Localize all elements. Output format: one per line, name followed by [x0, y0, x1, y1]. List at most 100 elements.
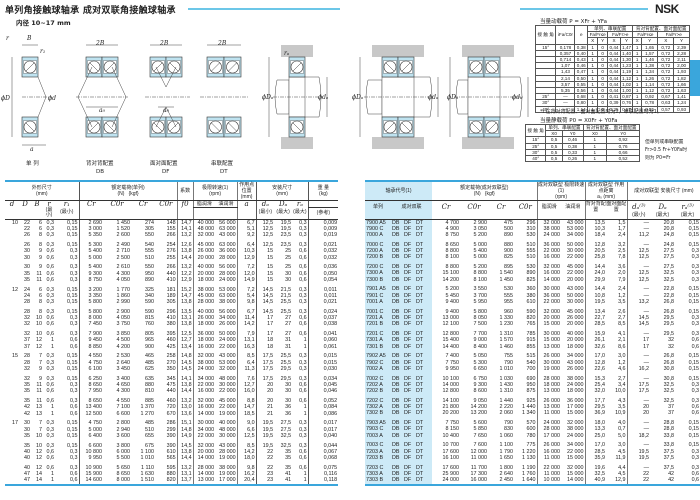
cell-d: 10	[12, 219, 18, 226]
cell-r: 0,6	[46, 315, 55, 322]
label-r: r	[6, 35, 10, 42]
cell-cr: 9 450	[78, 337, 104, 344]
cell-Da: 32,5	[663, 381, 675, 388]
static-load-formula: 当量静载荷 P0 = X0Fr + Y0Fa	[540, 118, 618, 124]
cell-oil-speed: 18 000	[567, 343, 584, 350]
cell-cr: 5 400	[78, 248, 104, 255]
cell-f0: 13,8	[176, 321, 194, 328]
cell-cr-kgf: 340	[145, 292, 155, 299]
cell-weight: 0,084	[307, 404, 339, 411]
cell-B: 10	[36, 331, 42, 338]
cell-ratio: 5,35	[555, 87, 576, 95]
table-row: 40 12 0,6 0,3 9 950 5 500 1 010 565 14,4 14 000 19…	[5, 455, 339, 462]
table-row: 7302 B DB DF DT 20 200 13 200 2 060 1 340 11 000…	[365, 410, 700, 417]
cell-cr-kgf: 1 100	[140, 448, 155, 455]
cell-Da: 22,8	[663, 286, 675, 293]
cell-cr: 7 750	[445, 420, 460, 427]
cell-f0: 14,4	[176, 455, 194, 462]
table-row: 32 9 0,3 0,15 6 100 3 450 625 350 14,5 24 000 32 0…	[5, 365, 339, 373]
cell-cr-kgf: 1 650	[499, 455, 514, 461]
cell-da: 14,5	[626, 321, 651, 328]
table-row: 28 8 0,3 0,15 5 800 2 990 590 305 13,8 28 000 38 0…	[5, 299, 339, 306]
cell-oil-speed: 22 000	[567, 448, 584, 455]
cell-r: 0,6	[46, 331, 55, 338]
cell-y: 0	[597, 49, 609, 58]
cell-d	[5, 477, 19, 486]
cell-cr-kgf: 1 270	[140, 410, 155, 417]
cell-r1: 0,3	[70, 321, 78, 328]
cell-r1: 0,15	[67, 426, 78, 433]
th-c0r: C0r	[467, 203, 481, 211]
cell-B: 6	[39, 286, 42, 293]
cell-c0r: 2 710	[116, 248, 131, 255]
cell-Da: 25,5	[280, 308, 292, 315]
cell-y0: 0,46	[561, 136, 584, 144]
cell-r: 0,3	[46, 241, 55, 248]
cell-oil-speed: 22 000	[567, 270, 584, 277]
cell-da: 17,5	[255, 359, 275, 366]
cell-oil-speed: 43 000	[219, 353, 236, 360]
th-point: 作用点位置 (mm)	[236, 180, 257, 201]
cell-da: 14,5	[626, 315, 651, 322]
cell-a0-df: 4,6	[618, 365, 626, 372]
cell-code: 7200 C	[365, 260, 391, 271]
table-row: 25° 0,5 0,38 1 0,76	[524, 142, 640, 150]
cell-y: 1,63	[673, 87, 690, 95]
table-row: 12 24 6 0,3 0,15 3 200 1 770 325 181 15,2 38 000 53…	[5, 283, 339, 293]
cell-a0-db: 13,4	[584, 305, 607, 316]
cell-cr-kgf: 530	[504, 286, 513, 293]
cell-grease-speed: 24 000	[536, 232, 562, 239]
cell-r: 0,3	[46, 219, 55, 226]
cell-x0: 0,5	[545, 154, 563, 163]
cell-c0r-kgf: 390	[166, 432, 176, 439]
cell-code: 7903 C	[365, 426, 391, 433]
cell-da: 20	[626, 404, 651, 411]
cell-c0r: 3 700	[473, 292, 488, 299]
cell-r1: 0,15	[67, 299, 78, 306]
cell-cr: 15 100	[442, 270, 460, 277]
cell-a: 9,8	[236, 461, 257, 472]
th-pair: 成对双联	[391, 200, 432, 213]
cell-f0: 13,7	[176, 477, 194, 486]
cell-cr-kgf: 890	[504, 232, 513, 239]
cell-dt: DT	[415, 321, 432, 328]
cell-a0-df: 5,0	[618, 432, 626, 439]
cell-oil-speed: 53 000	[219, 359, 236, 366]
cell-a0-df: 3,5	[618, 404, 626, 411]
cell-grease-speed: 32 000	[192, 232, 216, 239]
cell-r1: 0,15	[67, 292, 78, 299]
cell-r1: 0,6	[70, 337, 78, 344]
cell-oil-speed: 15 000	[567, 470, 584, 477]
cell-da: 17	[255, 327, 275, 338]
cell-df: DF	[403, 343, 415, 350]
cell-cr-kgf: 485	[145, 420, 155, 427]
cell-cr: 6 400	[78, 432, 104, 440]
dimension-line	[37, 96, 47, 118]
cell-oil-speed: 26 000	[567, 365, 584, 372]
cell-ra: 0,3	[691, 397, 700, 404]
cell-da: —	[626, 238, 651, 249]
cell-cr-kgf: 1 230	[499, 321, 514, 328]
bore-range: 内径 10~17 mm	[16, 19, 71, 27]
cell-ratio: 1,07	[555, 62, 576, 70]
cell-cr: 5 350	[78, 232, 104, 239]
caption-df: 面对面配置	[150, 159, 178, 167]
cell-c0r-kgf: 510	[526, 254, 536, 261]
static-note: 但单列或串联配置 Fr>0.5 Fr+Y0Fa时 则为 P0=Fr	[645, 139, 700, 163]
cell-da: 17	[626, 343, 651, 350]
cell-ra: 0,15	[688, 426, 700, 433]
cell-code: 7201 B	[365, 321, 391, 328]
cell-Da: 42	[650, 477, 676, 486]
th-dims-unit: (mm)	[35, 191, 48, 197]
contact-line	[153, 62, 163, 72]
cell-a0-df: 1,5	[618, 219, 626, 226]
cell-cr-kgf: 540	[145, 241, 155, 248]
cell-ra: 0,3	[299, 375, 307, 382]
cell-da: 19,5	[255, 439, 275, 449]
cell-db: DB	[391, 394, 403, 405]
cell-ra: 0,3	[299, 286, 307, 293]
cell-Da: 21,5	[280, 292, 292, 299]
cell-x: 1	[632, 87, 642, 95]
cell-grease-speed: 22 000	[536, 461, 562, 471]
table-row: 7903 A5 DB DF DT 7 750 5 600 790 570 24 000 32 00…	[365, 416, 700, 427]
